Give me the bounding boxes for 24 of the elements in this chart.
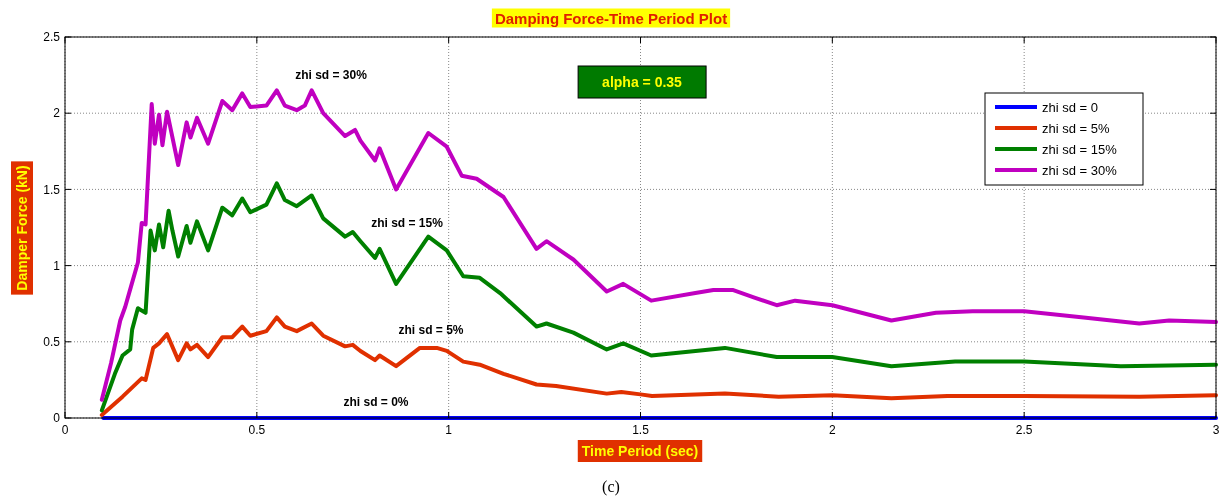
y-tick-label: 2 (53, 106, 61, 121)
x-tick-label: 1 (445, 423, 453, 437)
x-tick-label: 0.5 (248, 423, 266, 437)
legend-label: zhi sd = 30% (1042, 162, 1118, 178)
y-tick-label: 1 (53, 258, 61, 273)
y-tick-label: 0 (53, 411, 61, 426)
annotation: zhi sd = 30% (295, 68, 368, 83)
x-tick-label: 1.5 (632, 423, 650, 437)
legend-label: zhi sd = 5% (1042, 120, 1111, 136)
x-tick-label: 2 (828, 423, 836, 437)
x-tick-label: 3 (1212, 423, 1220, 437)
text: (c) (602, 478, 620, 496)
annotation: zhi sd = 5% (398, 323, 464, 338)
line-series (99, 181, 1218, 413)
y-tick-label: 2.5 (43, 30, 61, 45)
annotation: zhi sd = 0% (343, 395, 409, 410)
legend-label: zhi sd = 15% (1042, 141, 1118, 157)
x-tick-label: 2.5 (1015, 423, 1033, 437)
line-series (99, 315, 1218, 417)
y-tick-label: 1.5 (43, 182, 61, 197)
legend-label: zhi sd = 0 (1042, 99, 1099, 115)
annotation: zhi sd = 15% (371, 216, 444, 231)
y-tick-label: 0.5 (43, 335, 61, 349)
annotation: alpha = 0.35 (602, 74, 683, 90)
